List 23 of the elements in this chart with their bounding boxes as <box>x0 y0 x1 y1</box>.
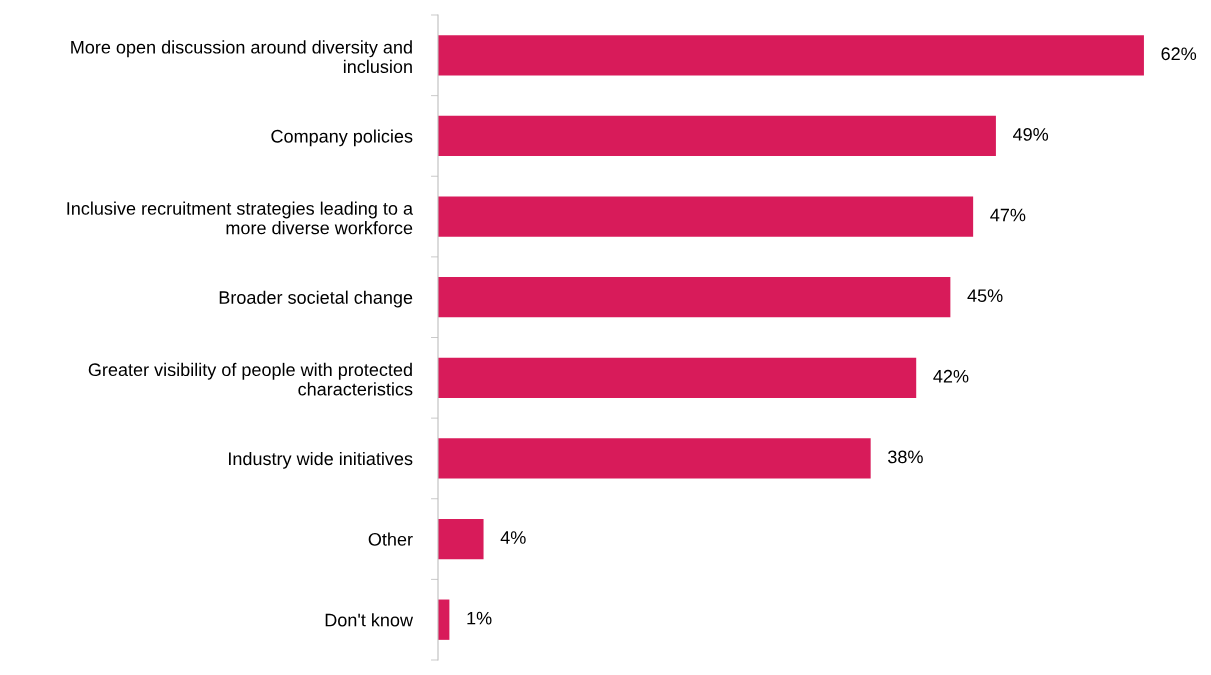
y-tick-label: Other <box>368 532 413 546</box>
data-label: 38% <box>888 450 923 464</box>
bar <box>438 115 996 157</box>
bar <box>438 438 871 479</box>
y-tick-label: Greater visibility of people with protected characteristics <box>88 362 413 396</box>
bar <box>438 277 951 318</box>
y-tick-label: Company policies <box>271 129 413 147</box>
bar <box>438 357 917 398</box>
y-tick-label: Industry wide initiatives <box>229 451 413 469</box>
y-tick-label: Don't know <box>325 613 414 627</box>
data-label: 42% <box>933 369 969 383</box>
y-tick-label: Inclusive recruitment strategies leading to a more diverse workforce <box>67 201 414 235</box>
y-tick-label: Broader societal change <box>219 290 413 308</box>
data-label: 45% <box>967 289 1003 303</box>
bar <box>438 196 974 237</box>
data-label: 62% <box>1161 47 1197 61</box>
data-label: 1% <box>467 611 492 625</box>
y-tick-label: More open discussion around diversity and inclusion <box>71 40 412 74</box>
bar <box>438 518 484 560</box>
bar <box>438 35 1144 76</box>
data-label: 47% <box>990 208 1026 222</box>
data-label: 4% <box>500 531 526 544</box>
data-label: 49% <box>1013 128 1049 141</box>
